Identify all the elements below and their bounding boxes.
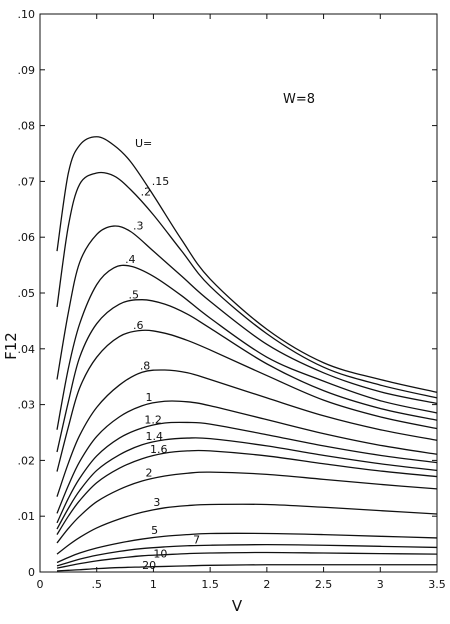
y-tick-label: 0 [28,566,35,579]
series-label: 1 [145,391,152,404]
y-tick-label: .08 [18,120,36,133]
y-tick-label: .03 [18,399,36,412]
y-tick-label: .10 [18,8,36,21]
series-label: .6 [133,319,144,332]
x-tick-label: 2.5 [315,578,333,591]
series-label: 3 [153,496,160,509]
series-line [56,225,438,405]
series-label: .15 [152,175,170,188]
series-line [56,400,438,514]
x-tick-label: 3.5 [428,578,446,591]
y-axis-title: F12 [2,332,20,360]
x-tick-label: 1 [150,578,157,591]
y-tick-label: .05 [18,287,36,300]
series-line [56,421,438,524]
series-line [56,299,438,453]
series-label: 1.6 [150,443,168,456]
x-tick-label: 1.5 [201,578,219,591]
parameter-annotation: W=8 [283,92,315,107]
series-label: 20 [142,559,156,572]
curves [56,136,438,572]
y-tick-label: .02 [18,454,36,467]
series-label: 5 [151,524,158,537]
axes: 0.5 1 1.5 2 2.5 3 3.50.01.02.03.04.05.06.07.08… [18,8,446,591]
x-tick-label: 0 [37,578,44,591]
series-line [56,264,438,430]
series-line [56,329,438,472]
plot-frame [39,13,438,573]
x-tick-label: 3 [377,578,384,591]
y-tick-label: .01 [18,510,36,523]
series-label: .3 [133,220,144,233]
series-line [56,551,438,569]
series-label: 2 [145,466,152,479]
series-label: .4 [125,253,136,266]
y-tick-label: .09 [18,64,36,77]
series-line [56,564,437,572]
series-line [56,449,438,535]
series-label: .8 [140,360,151,373]
series-label: 1.4 [145,430,163,443]
y-tick-label: .07 [18,175,36,188]
series-line [56,544,438,567]
series-line [56,136,438,393]
series-line [56,171,438,399]
series-label: 7 [193,534,200,547]
x-tick-label: 2 [263,578,270,591]
x-axis-title: V [232,597,243,615]
series-line [56,532,438,564]
series-line [56,503,438,555]
curve-parameter-heading: U= [135,137,152,150]
series-line [56,437,438,530]
series-label: 1.2 [144,414,162,427]
y-tick-label: .06 [18,231,36,244]
y-tick-label: .04 [18,343,36,356]
series-label: .5 [128,288,139,301]
series-label: .2 [141,186,152,199]
series-label: 10 [153,547,167,560]
series-line [56,471,438,544]
x-tick-label: .5 [91,578,102,591]
series-line [56,369,438,497]
